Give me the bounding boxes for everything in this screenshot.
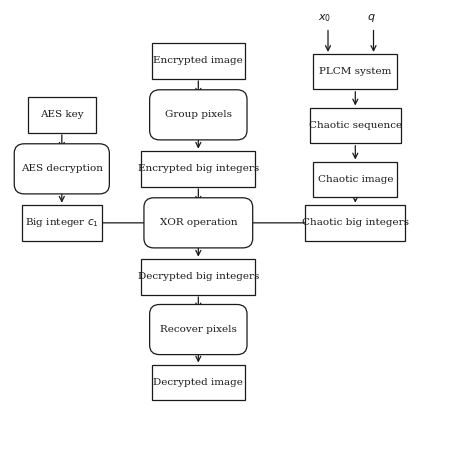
FancyBboxPatch shape <box>150 90 247 140</box>
Text: Decrypted big integers: Decrypted big integers <box>137 272 259 281</box>
Text: Chaotic sequence: Chaotic sequence <box>309 121 402 130</box>
FancyBboxPatch shape <box>144 198 253 248</box>
FancyBboxPatch shape <box>305 205 405 241</box>
Text: AES decryption: AES decryption <box>21 164 103 173</box>
FancyBboxPatch shape <box>313 162 397 198</box>
Text: Recover pixels: Recover pixels <box>160 325 237 334</box>
FancyBboxPatch shape <box>313 54 397 90</box>
FancyBboxPatch shape <box>27 97 96 133</box>
Text: Encrypted big integers: Encrypted big integers <box>137 164 259 173</box>
Text: PLCM system: PLCM system <box>319 67 392 76</box>
FancyBboxPatch shape <box>152 43 245 79</box>
Text: $q$: $q$ <box>367 12 375 24</box>
Text: Decrypted image: Decrypted image <box>154 378 243 387</box>
Text: XOR operation: XOR operation <box>160 218 237 227</box>
FancyBboxPatch shape <box>141 151 255 187</box>
Text: Big integer $c_1$: Big integer $c_1$ <box>25 216 99 230</box>
Text: Group pixels: Group pixels <box>165 110 232 119</box>
FancyBboxPatch shape <box>150 305 247 355</box>
Text: Chaotic big integers: Chaotic big integers <box>302 218 409 227</box>
FancyBboxPatch shape <box>141 259 255 295</box>
Text: $x_0$: $x_0$ <box>318 12 331 24</box>
Text: Encrypted image: Encrypted image <box>154 56 243 65</box>
FancyBboxPatch shape <box>22 205 101 241</box>
Text: AES key: AES key <box>40 110 83 119</box>
FancyBboxPatch shape <box>14 144 109 194</box>
Text: Chaotic image: Chaotic image <box>318 175 393 184</box>
FancyBboxPatch shape <box>152 365 245 400</box>
FancyBboxPatch shape <box>310 108 401 144</box>
